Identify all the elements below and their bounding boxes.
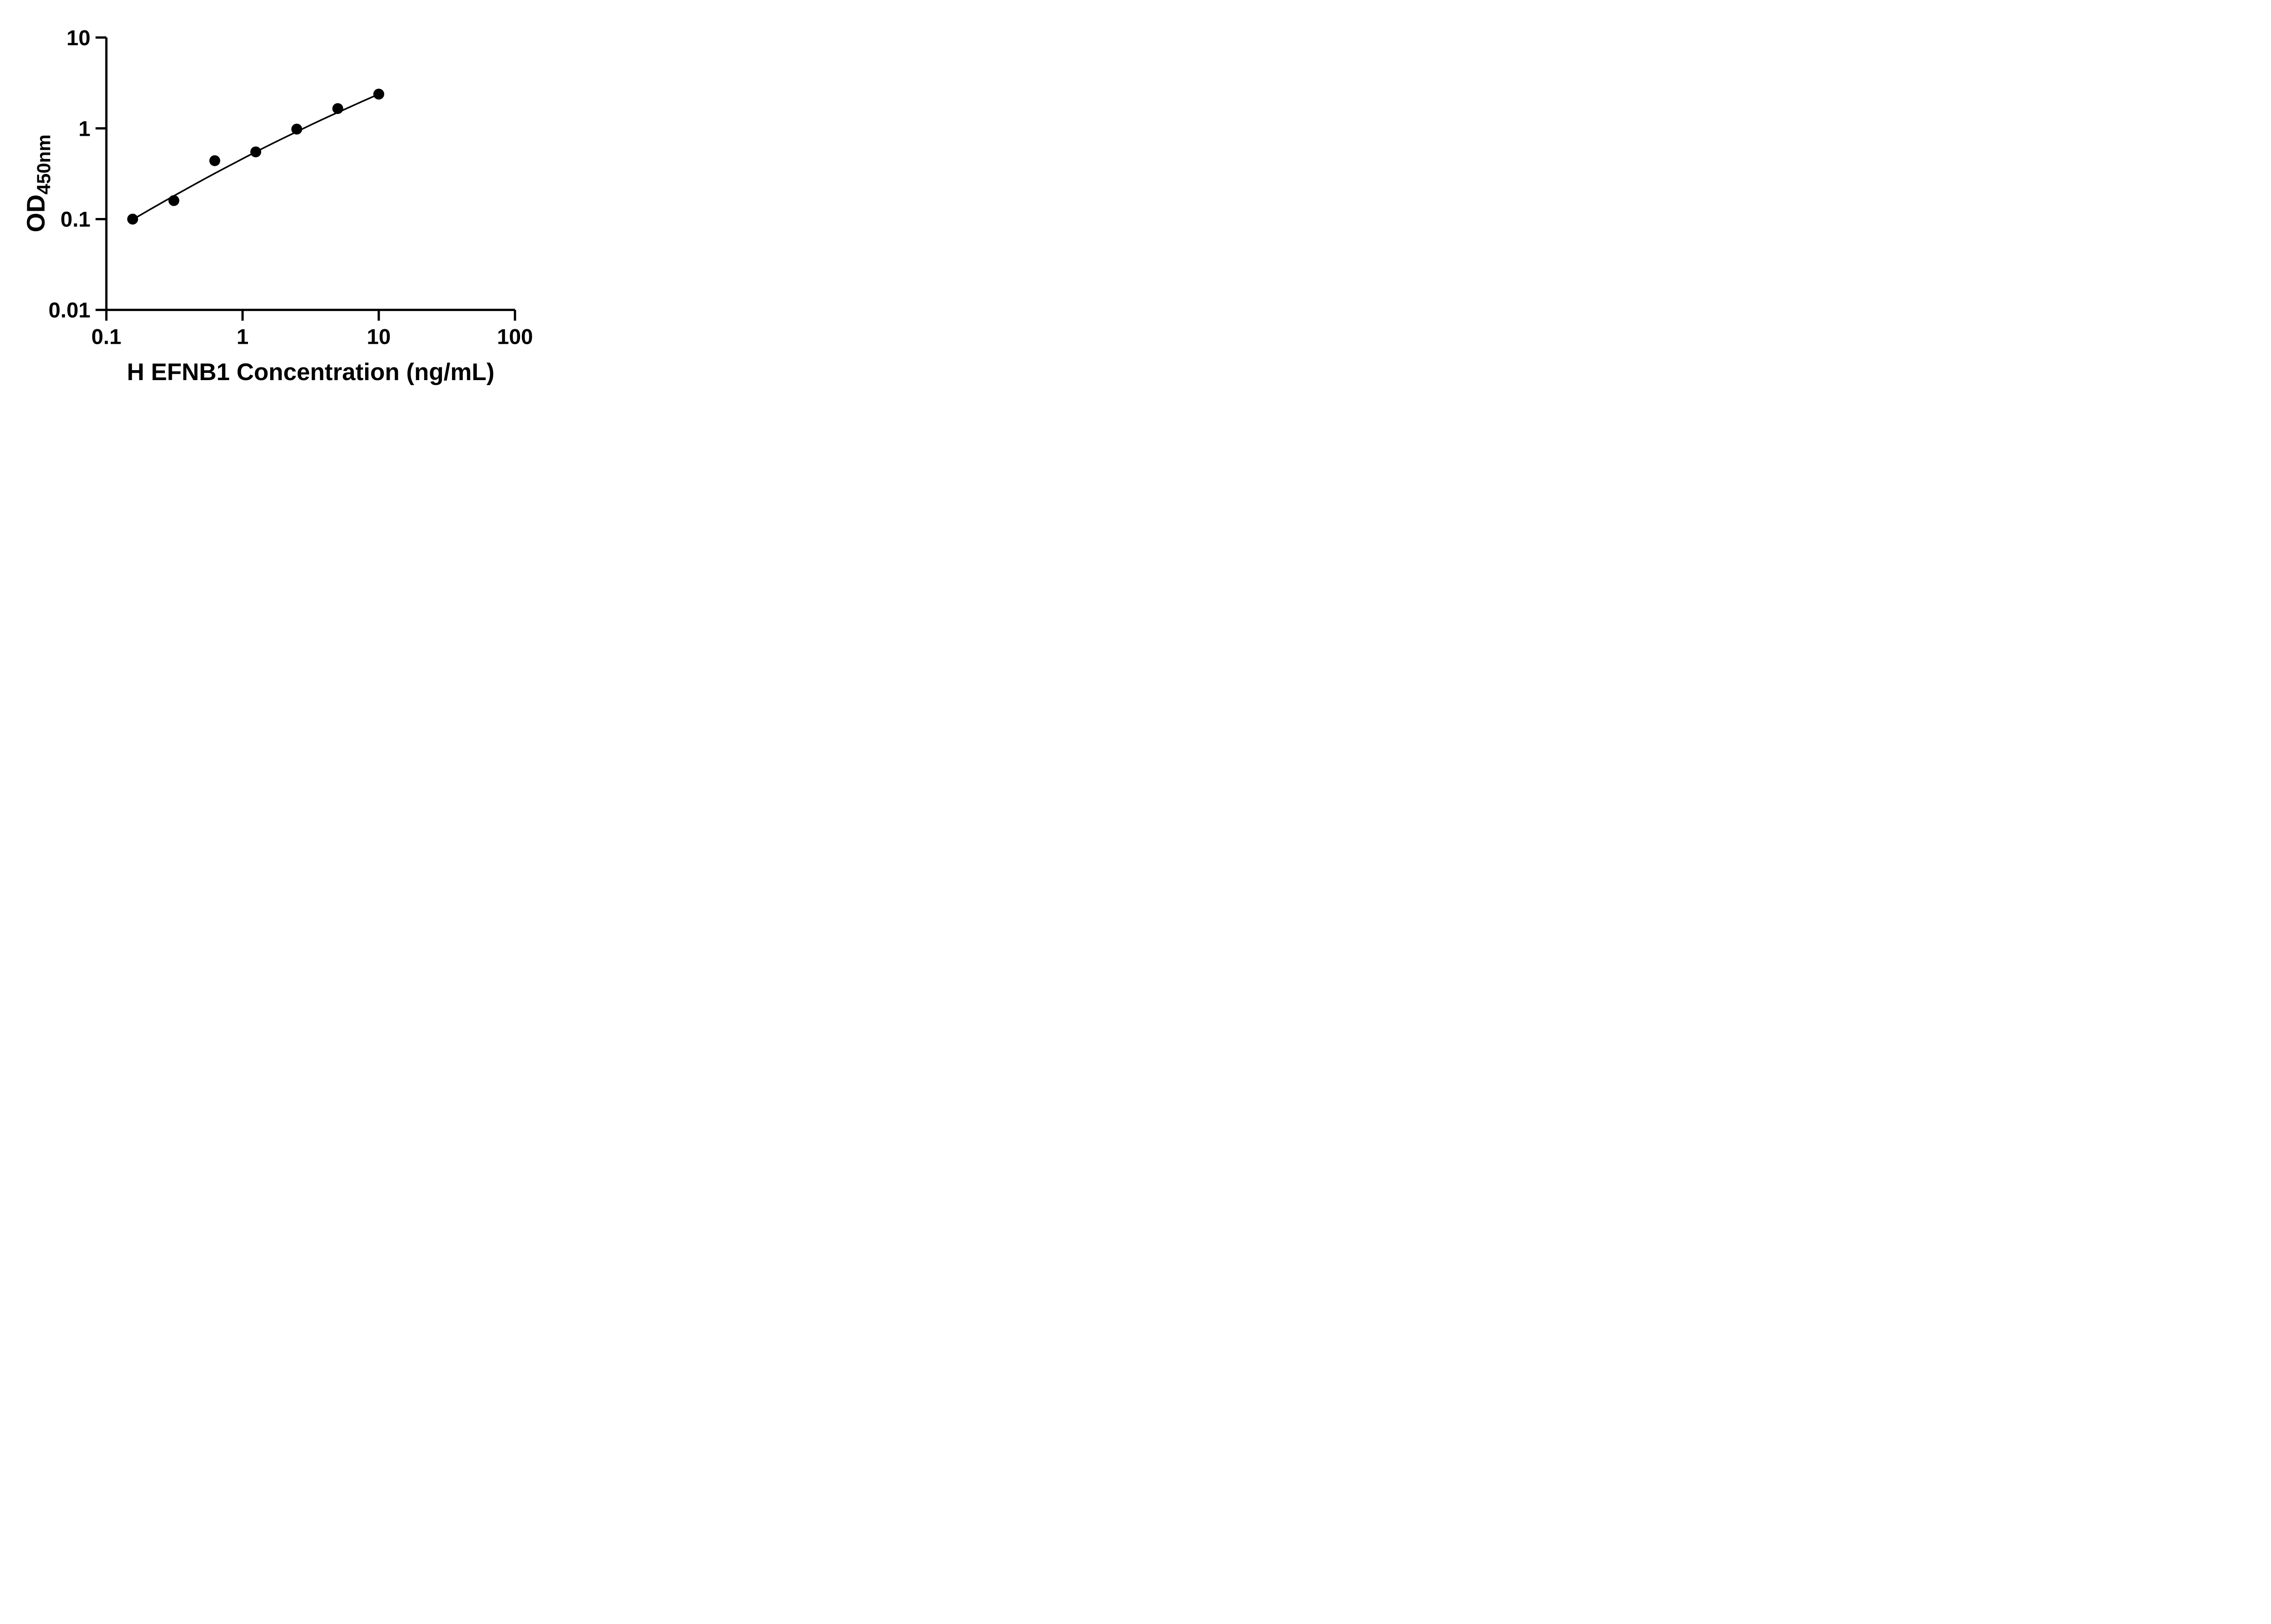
y-axis-title-subscript: 450nm [33,134,55,194]
data-point [250,146,262,158]
data-points [127,89,384,225]
data-point [209,155,220,166]
y-tick-label: 1 [79,117,90,141]
data-point [373,89,384,100]
y-tick-label: 0.1 [60,208,90,232]
y-axis-title: OD450nm [22,134,54,232]
x-tick-label: 0.1 [91,325,121,349]
data-point [168,195,179,206]
data-point [127,213,139,225]
axes [105,37,515,311]
x-tick-label: 10 [367,325,391,349]
axis-lines [105,37,515,311]
x-tick-label: 100 [497,325,533,349]
data-point [332,103,343,114]
figure-container: 10 1 0.1 0.01 0.1 1 10 100 H EFNB1 Concentratio… [0,0,587,406]
axis-titles: H EFNB1 Concentration (ng/mL) OD450nm [22,134,494,386]
data-point [291,124,302,135]
x-axis-title: H EFNB1 Concentration (ng/mL) [127,359,494,386]
y-tick-label: 0.01 [49,298,90,322]
x-tick-label: 1 [237,325,248,349]
y-tick-label: 10 [66,26,90,50]
axis-ticks [95,36,516,321]
y-axis-title-main: OD [22,194,50,232]
